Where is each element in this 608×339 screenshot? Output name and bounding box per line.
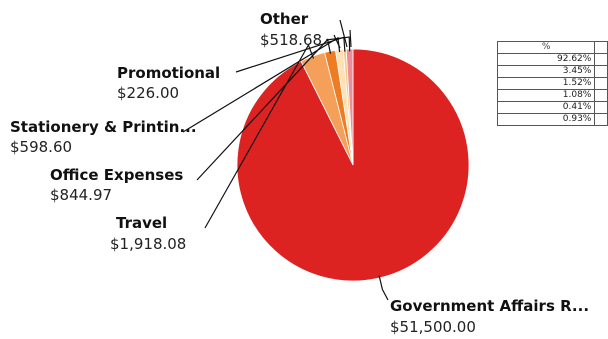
percent-cell: 1.08%: [496, 89, 596, 102]
percent-cell: 0.41%: [496, 101, 596, 114]
leader-line: [339, 19, 348, 48]
slice-label-government: Government Affairs R... $51,500.00: [390, 297, 589, 336]
slice-name: Office Expenses: [50, 166, 183, 184]
slice-name: Promotional: [117, 64, 220, 82]
table-row: 0.41%: [496, 101, 608, 114]
table-row: 0.93%: [496, 113, 608, 126]
leader-line: [378, 275, 389, 301]
slice-value: $844.97: [50, 186, 112, 204]
table-edge: [594, 89, 608, 102]
table-edge: [594, 41, 608, 54]
table-edge: [594, 53, 608, 66]
percent-cell: 0.93%: [496, 113, 596, 126]
slice-value: $598.60: [10, 138, 72, 156]
pie-slices: [236, 48, 470, 282]
table-row: 1.08%: [496, 89, 608, 102]
slice-value: $226.00: [117, 84, 179, 102]
table-row: 3.45%: [496, 65, 608, 78]
table-row: 92.62%: [496, 53, 608, 66]
table-edge: [594, 65, 608, 78]
slice-name: Other: [260, 10, 309, 28]
slice-name: Stationery & Printin...: [10, 118, 197, 136]
slice-label-stationery: Stationery & Printin... $598.60: [10, 118, 197, 156]
percent-cell: 1.52%: [496, 77, 596, 90]
table-header-row: %: [496, 41, 608, 54]
table-edge: [594, 113, 608, 126]
leader-lines: [182, 19, 389, 301]
leader-line: [349, 29, 352, 48]
slice-label-promotional: Promotional $226.00: [117, 64, 220, 102]
slice-value: $518.68: [260, 31, 322, 49]
table-edge: [594, 77, 608, 90]
slice-value: $1,918.08: [110, 235, 186, 253]
table-edge: [594, 101, 608, 114]
slice-label-travel: Travel $1,918.08: [110, 214, 186, 253]
slice-name: Travel: [116, 214, 167, 232]
leader-line: [333, 34, 341, 49]
slice-name: Government Affairs R...: [390, 297, 589, 315]
percent-header: %: [496, 41, 596, 54]
percent-cell: 3.45%: [496, 65, 596, 78]
table-row: 1.52%: [496, 77, 608, 90]
slice-label-other: Other $518.68: [260, 10, 322, 49]
percent-table: % 92.62% 3.45% 1.52% 1.08% 0.41% 0.93%: [496, 41, 608, 126]
slice-value: $51,500.00: [390, 318, 476, 336]
slice-label-office: Office Expenses $844.97: [50, 166, 183, 204]
percent-cell: 92.62%: [496, 53, 596, 66]
leader-line: [325, 36, 351, 52]
